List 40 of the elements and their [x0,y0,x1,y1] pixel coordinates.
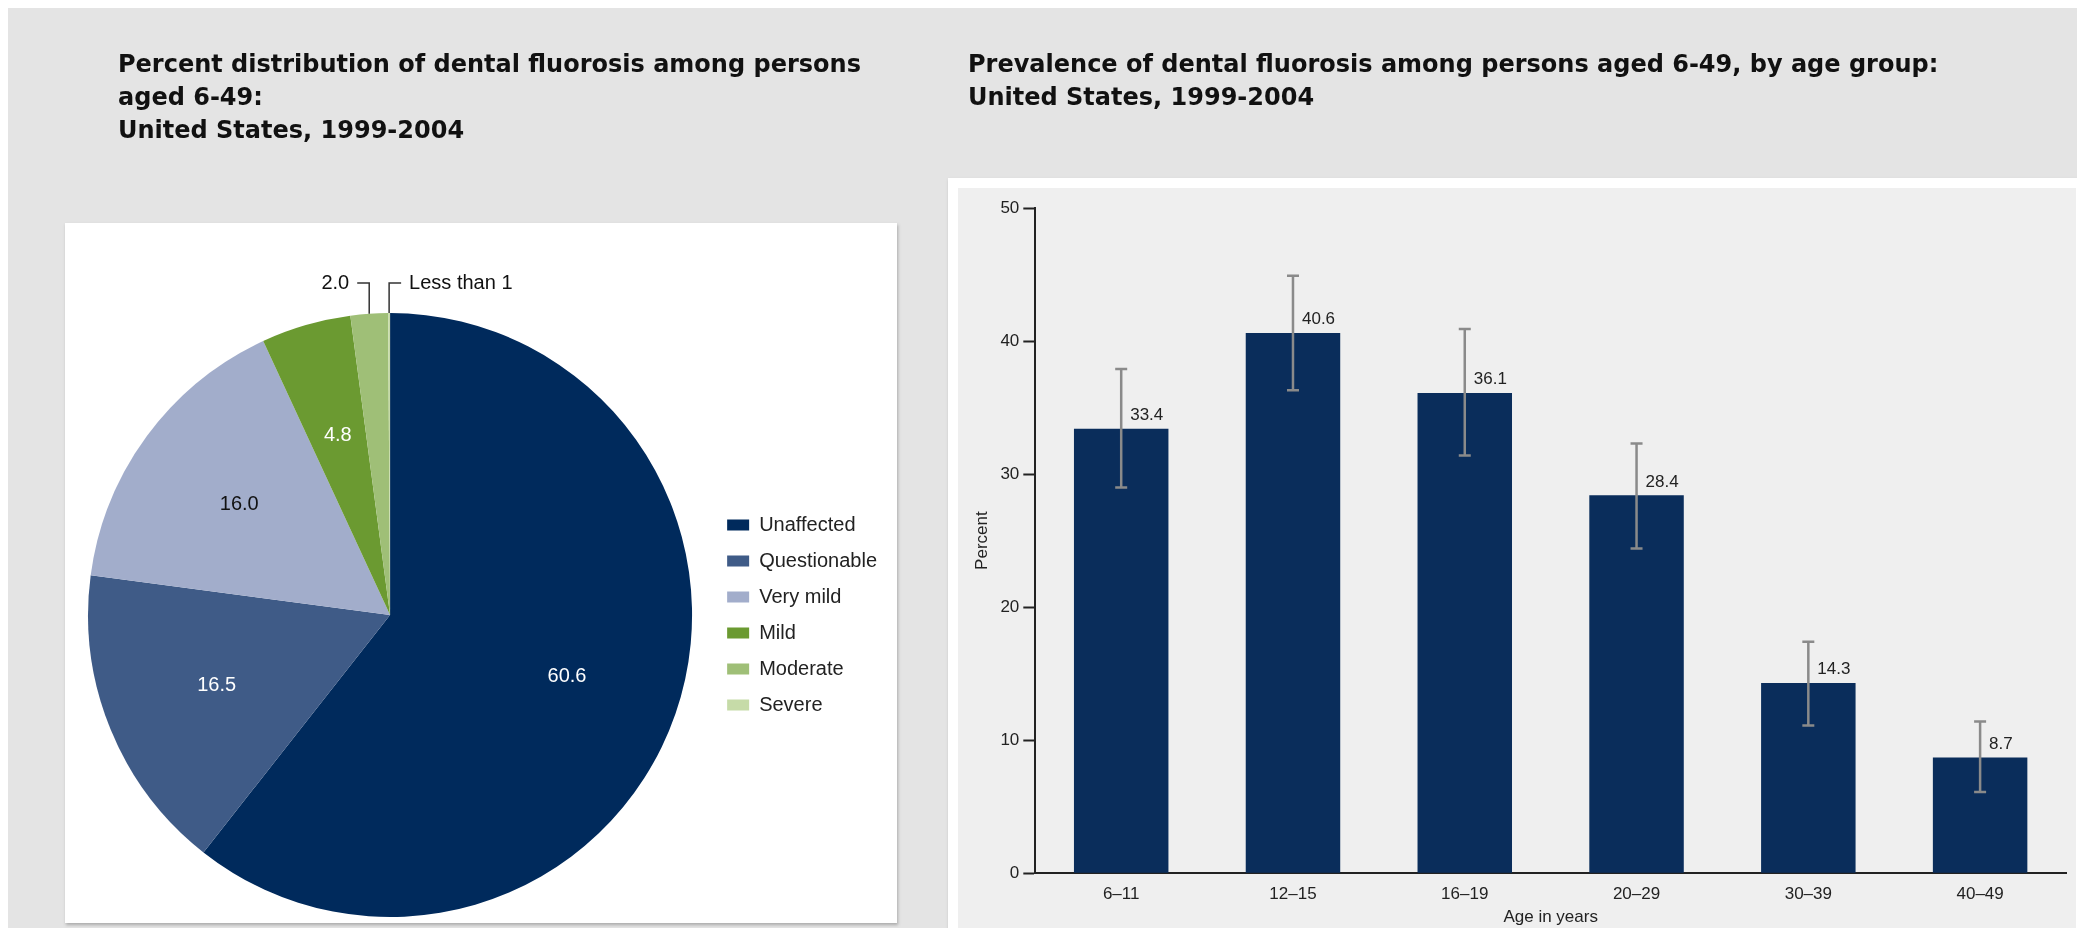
legend-label: Unaffected [759,512,856,535]
legend-label: Questionable [759,548,878,571]
y-tick-label: 10 [1000,729,1020,749]
data-label: 60.6 [547,663,587,686]
bar [1245,333,1341,873]
x-tick-label: 12–15 [1269,884,1317,904]
x-axis-title: Age in years [1503,907,1598,927]
bar [1589,495,1684,873]
x-tick-label: 16–19 [1441,884,1489,904]
y-tick-label: 40 [1000,330,1020,350]
x-tick-label: 30–39 [1784,884,1832,904]
chart-title: Percent distribution of dental fluorosis among persons aged 6-49: United States, 1999-2004 [118,49,861,146]
y-tick-label: 0 [1009,862,1020,882]
x-tick-label: 20–29 [1612,884,1661,904]
data-label: 28.4 [1645,471,1679,491]
x-tick-label: 6–11 [1102,884,1140,904]
data-label: 14.3 [1817,659,1851,679]
legend-label: Mild [759,620,796,643]
legend-label: Moderate [759,656,844,679]
legend-label: Severe [759,692,823,715]
bar [1417,392,1512,873]
data-label: 2.0 [321,270,350,293]
y-tick-label: 50 [1000,197,1020,217]
data-label: 40.6 [1301,309,1336,329]
bar [1073,428,1169,873]
y-tick-label: 20 [1000,596,1020,616]
chart-title: Prevalence of dental fluorosis among persons aged 6-49, by age group: United States, 1999-2004 [968,49,1939,113]
y-axis-title: Percent [971,511,991,570]
bar [1761,682,1856,873]
data-label: 16.0 [219,491,259,514]
data-label: 16.5 [197,673,237,696]
y-tick-label: 30 [1000,463,1020,483]
data-label: 36.1 [1473,369,1507,389]
bar [1932,757,2028,873]
legend-label: Very mild [759,584,842,607]
data-label: 4.8 [323,422,352,445]
data-label: 8.7 [1989,733,2013,753]
data-label: Less than 1 [409,270,513,293]
x-tick-label: 40–49 [1956,884,2004,904]
data-label: 33.4 [1130,405,1164,425]
